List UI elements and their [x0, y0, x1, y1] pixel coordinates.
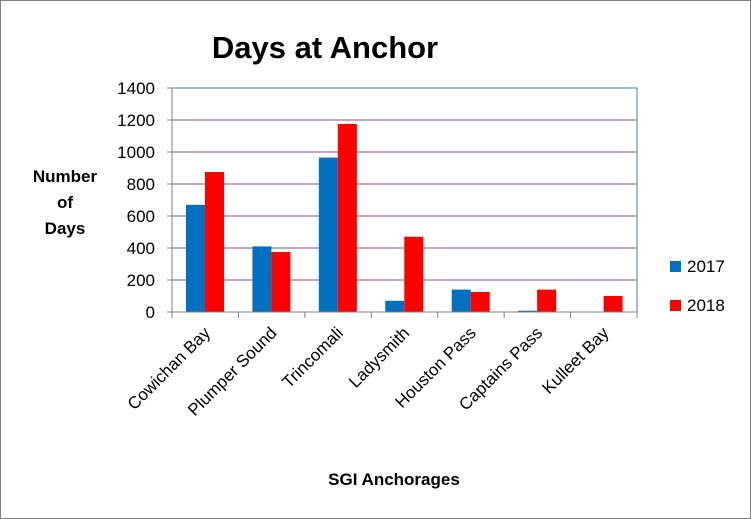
bar-2018-1: [271, 252, 291, 312]
chart-title: Days at Anchor: [212, 30, 438, 65]
y-axis-title-line-2: of: [57, 193, 73, 212]
bar-2017-3: [385, 300, 405, 312]
y-tick-label: 600: [127, 207, 155, 226]
y-axis-title-line-1: Number: [33, 167, 98, 186]
y-tick-label: 1200: [117, 111, 155, 130]
legend-label-2018: 2018: [687, 296, 725, 315]
y-tick-label: 400: [127, 239, 155, 258]
bars: [186, 124, 623, 312]
y-tick-label: 1400: [117, 79, 155, 98]
legend-swatch-2017: [670, 261, 681, 272]
y-axis-title-line-3: Days: [45, 219, 86, 238]
bar-2018-0: [205, 172, 224, 312]
bar-2018-6: [603, 296, 623, 312]
bar-2018-5: [537, 289, 557, 312]
bar-2017-5: [518, 310, 538, 312]
y-tick-label: 200: [127, 271, 155, 290]
y-tick-label: 800: [127, 175, 155, 194]
bar-2018-4: [470, 292, 490, 312]
bar-2017-2: [318, 157, 338, 312]
bar-2017-0: [186, 204, 205, 312]
y-tick-label: 0: [146, 303, 155, 322]
bar-2017-1: [252, 246, 272, 312]
legend-swatch-2018: [670, 300, 681, 311]
x-axis-title: SGI Anchorages: [328, 470, 460, 489]
bar-2017-4: [451, 289, 471, 312]
legend-label-2017: 2017: [687, 257, 725, 276]
bar-2018-3: [404, 236, 424, 312]
bar-2018-2: [337, 124, 357, 312]
y-tick-label: 1000: [117, 143, 155, 162]
legend: 2017 2018: [670, 257, 725, 315]
